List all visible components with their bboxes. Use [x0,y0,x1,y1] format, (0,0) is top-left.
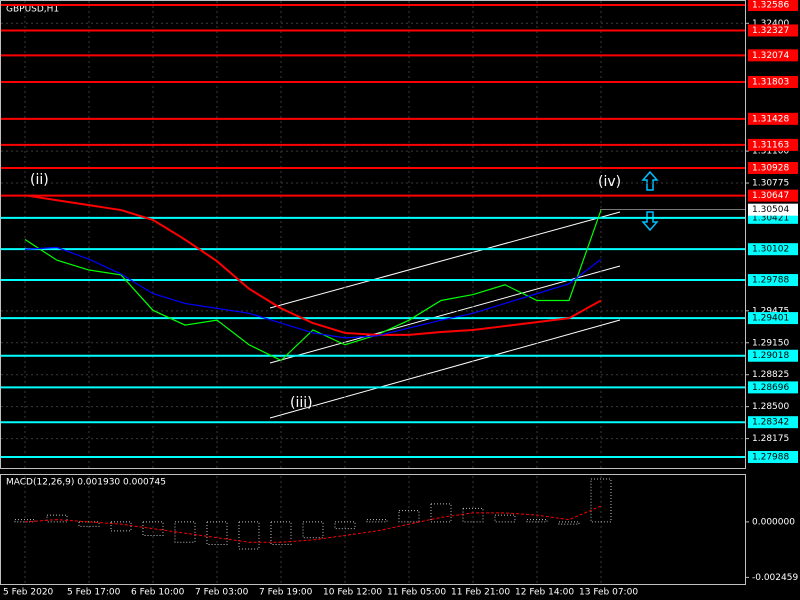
level-label: 1.29018 [752,351,789,361]
x-tick-label: 6 Feb 10:00 [131,588,185,598]
level-label: 1.31803 [752,77,789,87]
x-tick-label: 11 Feb 21:00 [451,588,510,598]
symbol-title: GBPUSD,H1 [6,5,59,15]
level-label-bg [748,49,798,62]
level-label: 1.30647 [752,191,789,201]
wave-label: (iv) [598,174,621,190]
level-label-bg [748,75,798,88]
up-arrow [641,170,659,191]
level-label: 1.32586 [752,1,789,11]
y-tick-label: -0.002459 [752,573,798,583]
macd-bar [366,519,388,523]
y-tick-label: 1.31100 [752,147,789,157]
macd-bar [334,521,356,530]
channel-line [269,265,621,364]
y-tick-label: 1.29475 [752,306,789,316]
level-label: 1.30102 [752,245,789,255]
level-label: 1.30928 [752,163,789,173]
level-label-bg [748,112,798,125]
down-arrow [641,211,659,232]
macd-bar [238,521,260,550]
y-tick-label: 1.28825 [752,370,789,380]
signal-line [24,505,602,543]
price-line [24,194,602,336]
level-label: 1.30421 [752,213,789,223]
macd-bar [46,514,68,523]
macd-bar [526,519,548,523]
macd-bar [174,521,196,543]
level-label: 1.29401 [752,314,789,324]
macd-bar [142,521,164,536]
level-label-bg [748,450,798,463]
macd-bar [78,521,100,527]
y-tick-label: 1.28500 [752,402,789,412]
level-label-bg [748,349,798,362]
level-label: 1.27988 [752,452,789,462]
x-tick-label: 7 Feb 03:00 [195,588,249,598]
current-price-bg [748,203,798,216]
level-label-bg [748,138,798,151]
level-label-bg [748,312,798,325]
channel-line [269,319,621,419]
x-tick-label: 10 Feb 12:00 [323,588,382,598]
level-label: 1.29788 [752,276,789,286]
macd-frame [0,474,746,585]
level-label: 1.28696 [752,383,789,393]
level-label-bg [748,416,798,429]
macd-title: MACD(12,26,9) 0.001930 0.000745 [6,478,166,488]
level-label: 1.28342 [752,418,789,428]
level-label-bg [748,189,798,202]
macd-bar [206,521,228,545]
y-tick-label: 1.32400 [752,19,789,29]
channel-line [269,211,621,309]
level-label: 1.31428 [752,114,789,124]
macd-bar [302,521,324,539]
level-label-bg [748,381,798,394]
price-line [24,209,602,362]
x-tick-label: 13 Feb 07:00 [579,588,638,598]
x-tick-label: 7 Feb 19:00 [259,588,313,598]
level-label-bg [748,274,798,287]
level-label-bg [748,161,798,174]
y-tick-label: 1.30775 [752,179,789,189]
macd-bar [110,521,132,532]
wave-label: (ii) [30,172,49,188]
level-label-bg [748,24,798,37]
macd-bar [270,521,292,545]
y-tick-label: 0.000000 [752,517,795,527]
macd-bar [494,514,516,523]
x-tick-label: 11 Feb 05:00 [387,588,446,598]
level-label-bg [748,0,798,12]
macd-bar [462,507,484,523]
x-tick-label: 5 Feb 2020 [3,588,54,598]
main-frame [0,0,746,469]
macd-bar [590,478,612,523]
y-tick-label: 1.28175 [752,434,789,444]
x-tick-label: 5 Feb 17:00 [67,588,121,598]
level-label: 1.32327 [752,26,789,36]
macd-bar [558,521,580,525]
level-label: 1.31163 [752,140,789,150]
level-label: 1.32074 [752,51,789,61]
y-tick-label: 1.29150 [752,338,789,348]
wave-label: (iii) [290,395,313,411]
macd-bar [398,510,420,523]
x-tick-label: 12 Feb 14:00 [515,588,574,598]
macd-bar [430,503,452,523]
current-price-label: 1.30504 [752,205,789,215]
level-label-bg [748,243,798,256]
price-line [24,246,602,339]
